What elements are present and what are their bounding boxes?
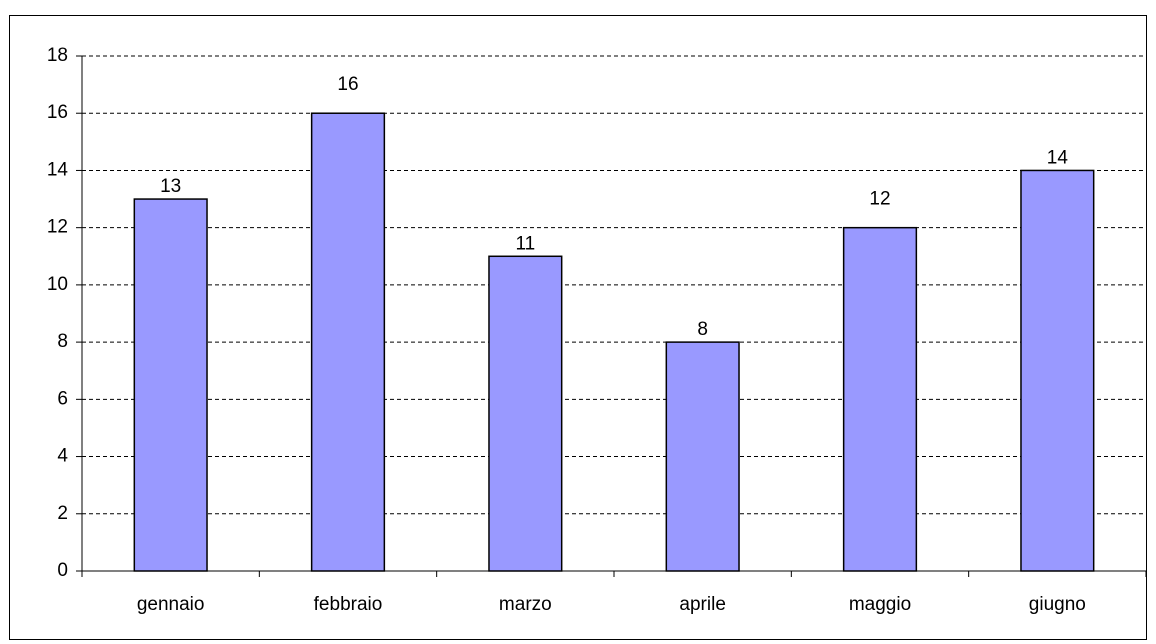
y-tick-label: 14	[47, 159, 69, 180]
x-tick-label: aprile	[679, 594, 725, 615]
y-tick-label: 4	[57, 446, 68, 467]
bar	[1020, 169, 1095, 572]
y-tick-label: 2	[57, 503, 68, 524]
data-label: 11	[515, 233, 535, 254]
bar	[488, 255, 563, 572]
bar	[133, 198, 208, 572]
y-tick-label: 8	[57, 331, 68, 352]
bar	[665, 341, 740, 572]
x-tick-label: giugno	[1029, 594, 1086, 615]
x-tick-label: marzo	[499, 594, 552, 615]
x-tick-label: febbraio	[314, 594, 383, 615]
data-label: 8	[697, 319, 708, 340]
data-label: 12	[869, 189, 890, 210]
y-tick-label: 16	[47, 102, 68, 123]
x-tick-label: maggio	[849, 594, 911, 615]
data-label: 16	[337, 74, 358, 95]
data-label: 13	[160, 176, 181, 197]
x-tick-label: gennaio	[137, 594, 205, 615]
y-tick-label: 0	[57, 560, 68, 581]
y-tick-label: 12	[47, 217, 68, 238]
bar	[310, 112, 386, 572]
data-label: 14	[1047, 147, 1069, 168]
bar	[842, 226, 918, 572]
y-tick-label: 10	[47, 274, 68, 295]
y-tick-label: 18	[47, 45, 68, 66]
y-tick-label: 6	[57, 388, 68, 409]
